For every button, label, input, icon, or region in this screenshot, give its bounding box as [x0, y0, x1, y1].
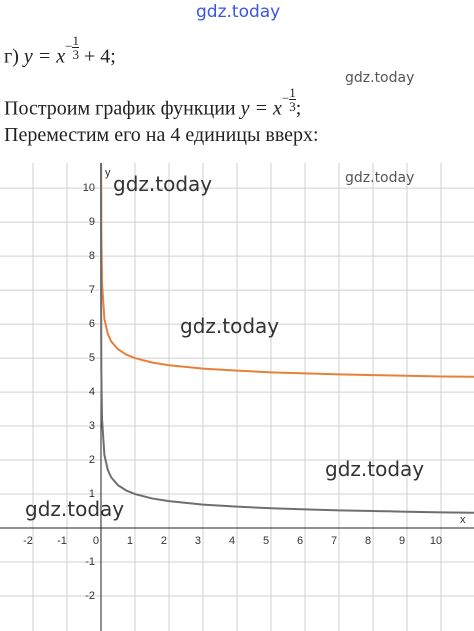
formula-lhs: y = x	[240, 97, 282, 120]
watermark: gdz.today	[325, 457, 425, 481]
y-tick-label: 5	[89, 352, 95, 364]
x-tick-label: 6	[297, 535, 303, 547]
x-tick-label: 0	[93, 535, 99, 547]
text: Построим график функции	[4, 97, 236, 120]
x-tick-label: 4	[229, 535, 235, 547]
y-tick-label: 2	[89, 454, 95, 466]
y-tick-label: 6	[89, 318, 95, 330]
plot	[100, 163, 474, 514]
watermark: gdz.today	[113, 172, 213, 196]
x-tick-label: 8	[365, 535, 371, 547]
x-tick-label: -1	[57, 535, 67, 547]
watermark: gdz.today	[180, 314, 280, 338]
exp-num: 1	[289, 85, 296, 100]
line2: Построим график функции y = x− 1 3;	[4, 86, 301, 120]
x-axis-label: x	[460, 514, 466, 526]
curve	[100, 163, 474, 514]
label: г)	[4, 45, 19, 68]
y-tick-label: 8	[89, 250, 95, 262]
watermark: gdz.today	[196, 2, 281, 22]
watermark: gdz.today	[25, 497, 125, 521]
formula-tail: ;	[295, 97, 302, 120]
x-tick-label: 9	[399, 535, 405, 547]
y-axis-label: y	[105, 167, 111, 179]
y-tick-label: 9	[89, 216, 95, 228]
y-tick-label: 3	[89, 420, 95, 432]
y-tick-label: 1	[89, 488, 95, 500]
x-tick-label: 2	[161, 535, 167, 547]
x-tick-label: 5	[263, 535, 269, 547]
chart: -2 -1 0 1 2 3 4 5 6 7 8 9 10 -2 -1 1 2 3 4 5 6 7 8 9 10 x y	[0, 163, 474, 631]
exp-sign: −	[65, 38, 73, 54]
x-tick-label: 10	[430, 535, 442, 547]
y-tick-label: -1	[85, 556, 95, 568]
x-tick-label: -2	[23, 535, 33, 547]
formula-tail: + 4;	[83, 45, 116, 68]
x-tick-label: 7	[331, 535, 337, 547]
y-tick-label: 4	[89, 386, 95, 398]
y-tick-label: 10	[83, 182, 95, 194]
x-tick-label: 1	[127, 535, 133, 547]
line3: Переместим его на 4 единицы вверх:	[4, 124, 319, 146]
exp-num: 1	[72, 33, 79, 48]
problem-line: г) y = x− 1 3 + 4;	[4, 34, 116, 68]
watermark: gdz.today	[345, 70, 415, 86]
exp-den: 3	[289, 99, 296, 114]
formula-lhs: y = x	[23, 45, 66, 68]
y-tick-label: -2	[85, 590, 95, 602]
exp-den: 3	[72, 47, 79, 62]
y-tick-label: 7	[89, 284, 95, 296]
exp-sign: −	[281, 90, 290, 106]
watermark: gdz.today	[345, 170, 415, 186]
x-tick-label: 3	[195, 535, 201, 547]
